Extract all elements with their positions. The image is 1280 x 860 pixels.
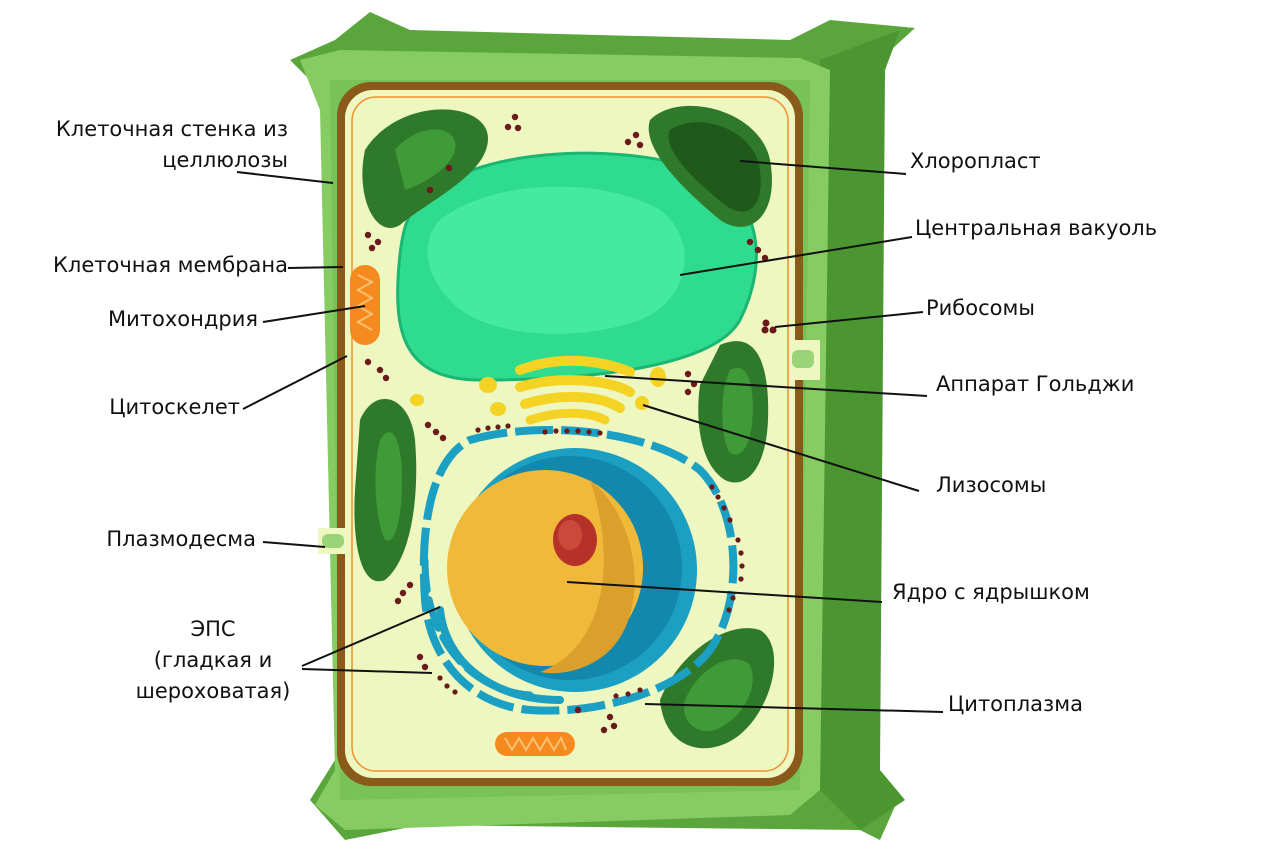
leader-vacuole [679,236,913,276]
label-chloroplast: Хлоропласт [910,149,1041,173]
nucleolus-highlight [558,520,582,550]
leader-chloroplast [739,160,907,175]
leader-plasmodesma [262,541,326,548]
label-mitochondria: Митохондрия [108,307,258,331]
chloroplast-1-inner [395,129,456,190]
label-er: ЭПС (гладкая и шероховатая) [118,614,308,707]
label-cytoplasm: Цитоплазма [948,692,1083,716]
mitochondria-left-cristae [355,274,375,331]
leader-ribosomes [774,311,924,328]
plasmodesma-right-channel [792,350,814,368]
chloroplast-5-inner [684,659,753,731]
leader-golgi [604,375,928,397]
leader-er-1 [301,606,441,667]
rough-er-ribosomes [437,423,745,699]
leader-nucleus [566,581,883,603]
golgi-vesicle [490,402,506,416]
leader-er-2 [301,668,433,674]
leader-lysosomes [642,404,920,492]
label-er-line3: шероховатая) [135,679,291,703]
label-ribosomes: Рибосомы [926,296,1035,320]
label-nucleus: Ядро с ядрышком [892,580,1090,604]
golgi-stack-3 [520,391,625,413]
leader-cell-wall [236,171,334,184]
label-lysosomes: Лизосомы [936,473,1047,497]
label-er-line1: ЭПС [190,617,236,641]
label-cytoskeleton: Цитоскелет [109,395,240,419]
nucleus-shadow [540,480,635,674]
vacuole-highlight [427,186,685,334]
label-er-line2: (гладкая и [153,648,273,672]
leader-mitochondria [262,305,366,323]
chloroplast-2-stroma [668,122,761,212]
label-vacuole: Центральная вакуоль [915,216,1158,240]
label-cell-wall-line2: целлюлозы [162,148,288,172]
label-plasmodesma: Плазмодесма [106,527,256,551]
label-cell-wall-line1: Клеточная стенка из [55,117,288,141]
lysosome [635,396,649,410]
er-inner [421,556,534,699]
label-golgi: Аппарат Гольджи [936,372,1135,396]
leader-lines [236,160,944,713]
label-cell-wall: Клеточная стенка из целлюлозы [56,114,288,176]
golgi-stack-2 [515,375,635,397]
golgi-vesicle [410,394,424,406]
golgi-vesicle [479,377,497,393]
leader-cytoplasm [644,703,944,713]
golgi-stack-4 [525,408,610,425]
leader-cytoskeleton [242,355,348,410]
golgi-vesicle [650,367,666,387]
plasmodesma-left-channel [322,534,344,548]
golgi-stack-1 [515,355,635,377]
cell-wall-side [820,30,905,830]
mitochondria-bottom-cristae [504,735,567,752]
chloroplast-3-inner [375,432,402,541]
mitochondria-left [350,265,380,345]
ribosomes [364,113,777,734]
leader-membrane [287,266,344,269]
membrane-inner-line [351,96,789,772]
label-membrane: Клеточная мембрана [53,253,288,277]
